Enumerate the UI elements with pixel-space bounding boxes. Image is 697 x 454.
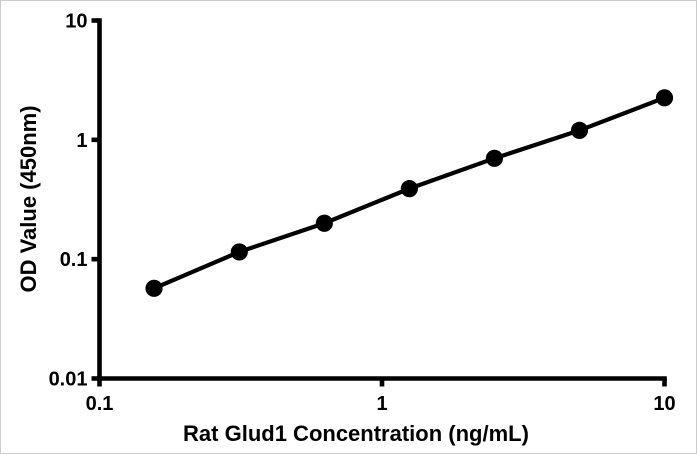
y-tick-label: 0.1 <box>60 249 88 271</box>
data-point <box>570 121 589 139</box>
x-tick-label: 10 <box>653 393 675 415</box>
y-axis-title: OD Value (450nm) <box>16 105 41 292</box>
data-point <box>315 214 333 232</box>
data-point <box>230 243 248 261</box>
x-axis-title: Rat Glud1 Concentration (ng/mL) <box>183 421 529 446</box>
x-tick-label: 0.1 <box>86 393 114 415</box>
y-axis: 10 1 0.1 0.01 <box>49 11 102 391</box>
data-point <box>485 149 504 167</box>
data-series <box>145 89 674 297</box>
data-point <box>400 180 418 198</box>
y-tick-label: 1 <box>76 130 87 152</box>
data-point <box>145 279 163 297</box>
data-point <box>655 89 674 107</box>
y-tick-label: 0.01 <box>49 369 88 391</box>
x-tick-label: 1 <box>376 393 387 415</box>
x-axis: 0.1 1 10 <box>86 376 676 415</box>
y-tick-label: 10 <box>65 11 87 33</box>
